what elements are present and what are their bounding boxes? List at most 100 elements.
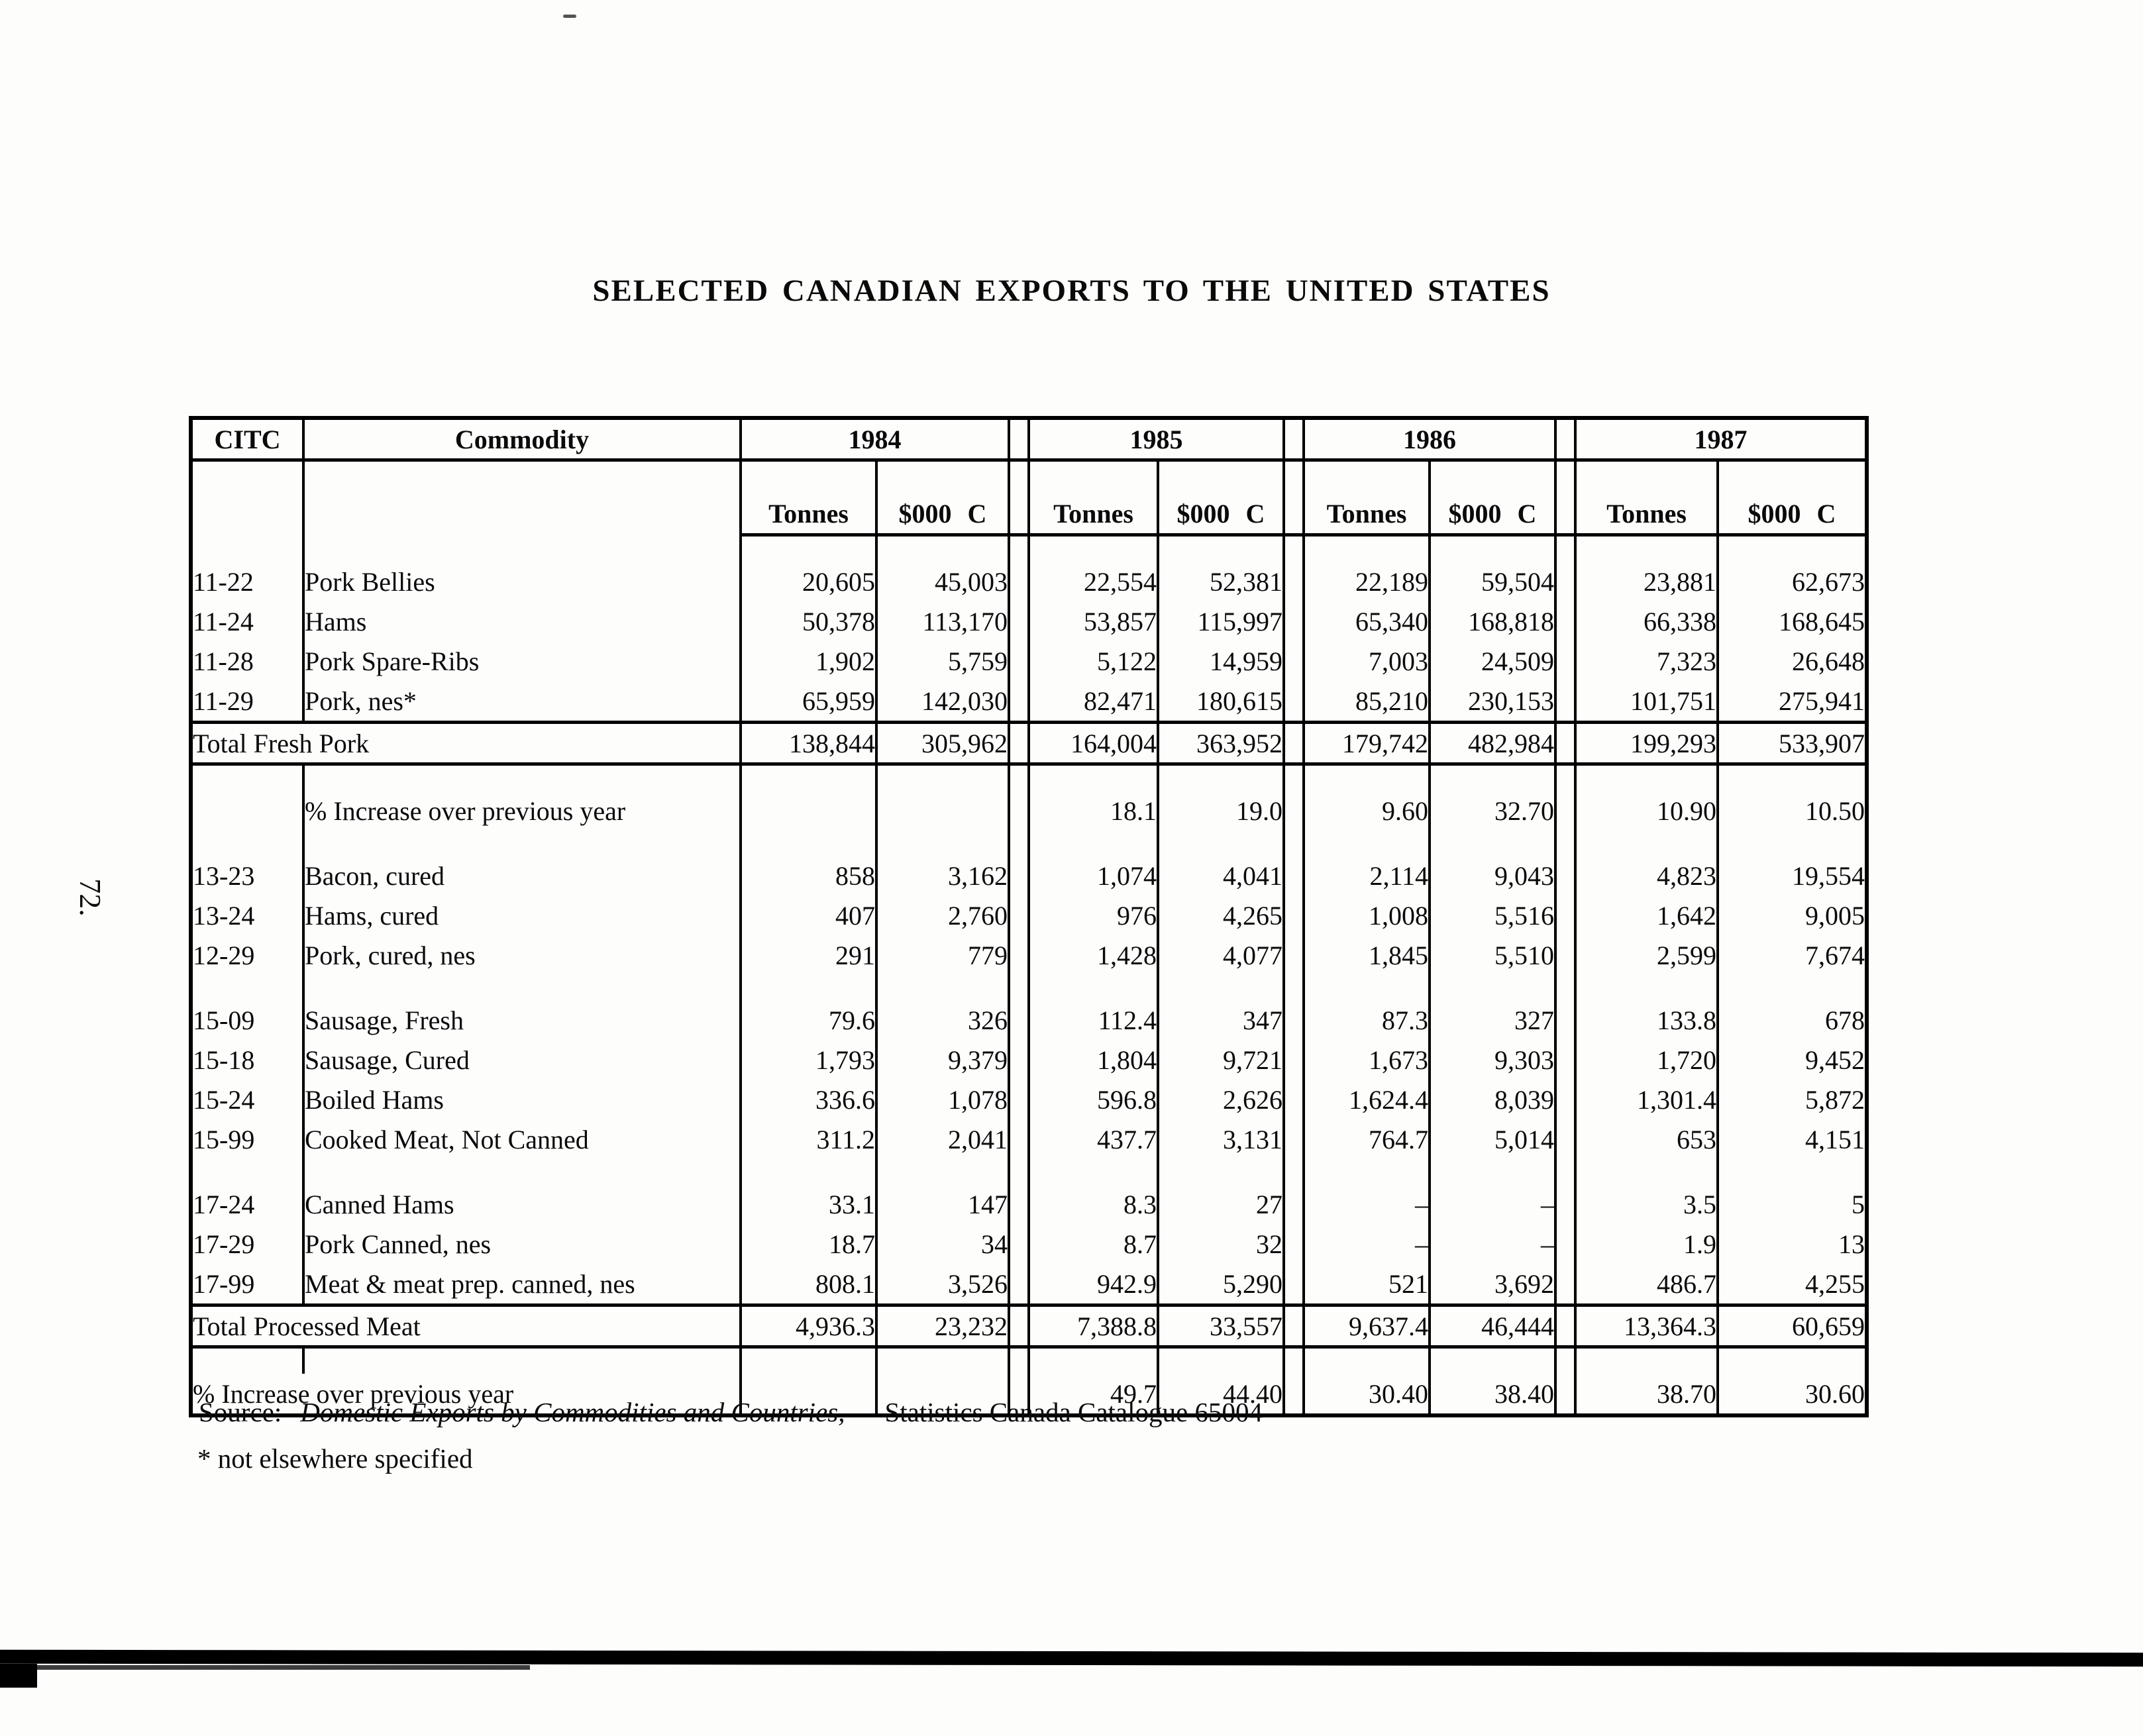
value-cell: 32	[1157, 1224, 1284, 1264]
value-cell	[875, 535, 1009, 562]
value-cell: 3,162	[875, 856, 1009, 895]
year-separator	[1554, 1184, 1577, 1224]
value-cell: 142,030	[875, 681, 1009, 723]
value-cell	[1428, 535, 1555, 562]
citc-cell: 15-24	[193, 1084, 255, 1115]
spacer-row	[191, 831, 1867, 856]
value-cell	[1574, 535, 1718, 562]
value-cell: 133.8	[1574, 1000, 1718, 1040]
value-cell: 1,793	[739, 1040, 876, 1080]
year-separator	[1008, 1374, 1030, 1415]
year-separator	[1008, 1119, 1030, 1159]
value-cell: 5,872	[1716, 1080, 1867, 1119]
value-cell: 1,720	[1574, 1040, 1718, 1080]
value-cell: 3.5	[1574, 1184, 1718, 1224]
year-separator	[1008, 1264, 1030, 1305]
value-cell	[1428, 1159, 1555, 1184]
value-cell	[1716, 831, 1867, 856]
year-separator	[1008, 1040, 1030, 1080]
value-cell	[739, 831, 876, 856]
value-cell: 30.60	[1716, 1374, 1867, 1415]
value-cell: 2,041	[875, 1119, 1009, 1159]
table-row: 11-24 Hams 50,378 113,170 53,857 115,997 65,34…	[191, 601, 1867, 641]
value-cell	[875, 1347, 1009, 1374]
value-cell: 53,857	[1027, 601, 1158, 641]
value-cell: 1,673	[1302, 1040, 1430, 1080]
value-cell: 1,008	[1302, 895, 1430, 935]
value-cell: 27	[1157, 1184, 1284, 1224]
value-cell: 1.9	[1574, 1224, 1718, 1264]
source-detail: Statistics Canada Catalogue 65004	[884, 1397, 1263, 1427]
year-separator	[1282, 1264, 1305, 1305]
year-separator	[1008, 895, 1030, 935]
year-separator	[1554, 1374, 1577, 1415]
value-cell: 9,379	[875, 1040, 1009, 1080]
percent-label: % Increase over previous year	[302, 791, 741, 831]
value-cell	[1716, 975, 1867, 1000]
value-cell: 65,959	[739, 681, 876, 723]
value-cell	[1574, 1159, 1718, 1184]
value-cell: 112.4	[1027, 1000, 1158, 1040]
value-cell: 1,845	[1302, 935, 1430, 975]
value-cell	[1302, 764, 1430, 791]
value-cell: 1,074	[1027, 856, 1158, 895]
year-separator	[1008, 764, 1030, 791]
year-separator	[1008, 535, 1030, 562]
year-separator	[1282, 1184, 1305, 1224]
year-separator	[1554, 831, 1577, 856]
value-cell	[1302, 535, 1430, 562]
value-cell: 115,997	[1157, 601, 1284, 641]
year-separator	[1554, 1040, 1577, 1080]
value-cell	[875, 1159, 1009, 1184]
value-cell	[875, 975, 1009, 1000]
year-separator	[1008, 975, 1030, 1000]
year-separator	[1554, 418, 1577, 462]
value-cell: 5,510	[1428, 935, 1555, 975]
year-header-row: CITC Commodity 1984 1985 1986 1987	[191, 418, 1867, 462]
value-cell: 4,936.3	[739, 1303, 876, 1349]
value-cell	[1027, 535, 1158, 562]
value-cell	[1716, 1159, 1867, 1184]
value-cell: 10.90	[1574, 791, 1718, 831]
commodity-cell	[302, 831, 741, 856]
value-cell: 26,648	[1716, 641, 1867, 681]
year-separator	[1008, 721, 1030, 766]
value-cell: 9,303	[1428, 1040, 1555, 1080]
value-cell: 3,131	[1157, 1119, 1284, 1159]
value-cell	[875, 1374, 1009, 1415]
year-separator	[1554, 641, 1577, 681]
scan-artifact-blob	[0, 1664, 37, 1688]
commodity-cell: Bacon, cured	[302, 856, 741, 895]
header-year: 1984	[739, 418, 1009, 462]
value-cell: 45,003	[875, 562, 1009, 601]
value-cell: 9,637.4	[1302, 1303, 1430, 1349]
year-separator	[1008, 681, 1030, 723]
value-cell: 33,557	[1157, 1303, 1284, 1349]
year-separator	[1008, 831, 1030, 856]
value-cell: 82,471	[1027, 681, 1158, 723]
year-separator	[1282, 1374, 1305, 1415]
commodity-cell: Canned Hams	[302, 1184, 741, 1224]
commodity-cell	[302, 1159, 741, 1184]
value-cell: 8.3	[1027, 1184, 1158, 1224]
value-cell: –	[1428, 1184, 1555, 1224]
citc-cell: 11-28	[193, 646, 254, 676]
commodity-cell: Pork Spare-Ribs	[302, 641, 741, 681]
citc-cell: 15-09	[193, 1005, 255, 1035]
commodity-cell: Sausage, Fresh	[302, 1000, 741, 1040]
commodity-cell: Pork Canned, nes	[302, 1224, 741, 1264]
year-separator	[1554, 764, 1577, 791]
value-cell	[1428, 831, 1555, 856]
total-row: Total Processed Meat 4,936.3 23,232 7,388.8…	[191, 1303, 1867, 1349]
value-cell: 3,526	[875, 1264, 1009, 1305]
value-cell: 49.7	[1027, 1374, 1158, 1415]
value-cell: 52,381	[1157, 562, 1284, 601]
value-cell: 482,984	[1428, 721, 1555, 766]
value-cell: 5,759	[875, 641, 1009, 681]
year-separator	[1008, 1184, 1030, 1224]
value-cell	[1428, 975, 1555, 1000]
value-cell: 13	[1716, 1224, 1867, 1264]
value-cell: 7,674	[1716, 935, 1867, 975]
value-cell: –	[1428, 1224, 1555, 1264]
year-separator	[1008, 935, 1030, 975]
